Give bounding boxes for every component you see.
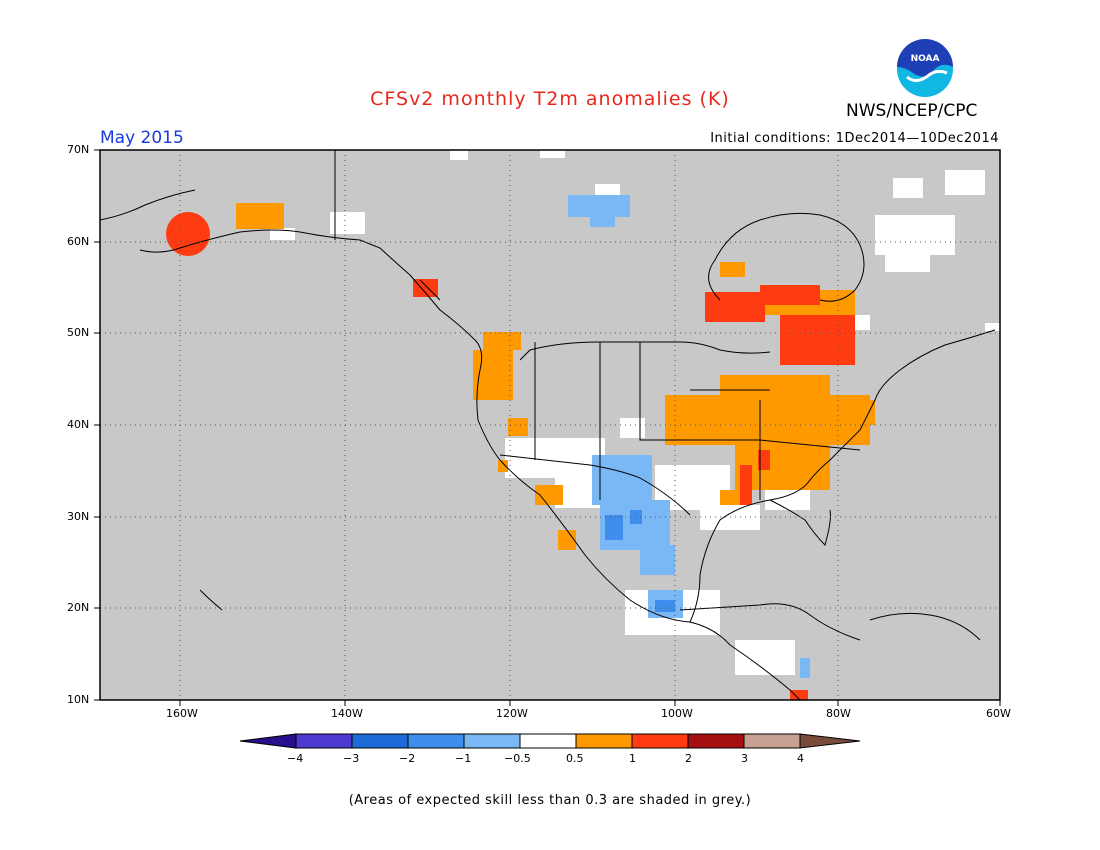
lat-label-30n: 30N (67, 510, 90, 523)
scale-label-2: 2 (685, 752, 692, 765)
coastlines-and-borders (99, 150, 996, 701)
lat-label-20n: 20N (67, 601, 90, 614)
gridlines (100, 150, 1000, 700)
lat-label-40n: 40N (67, 418, 90, 431)
scale-box-4 (463, 733, 521, 749)
lon-label-140w: 140W (331, 707, 363, 720)
scale-label-4: 4 (797, 752, 804, 765)
axis-ticks (94, 149, 1001, 706)
medium-blue-areas (605, 510, 675, 612)
scale-label-0-5: 0.5 (566, 752, 584, 765)
skill-footnote: (Areas of expected skill less than 0.3 a… (348, 793, 752, 808)
light-blue-areas (568, 195, 810, 678)
month-label: May 2015 (100, 128, 184, 148)
scale-label-minus2: −2 (399, 752, 416, 765)
lat-label-60n: 60N (67, 235, 90, 248)
scale-box-3 (407, 733, 465, 749)
lon-label-120w: 120W (496, 707, 528, 720)
scale-box-8 (687, 733, 745, 749)
noaa-logo: NOAA (895, 39, 955, 99)
scale-arrow-left (239, 733, 297, 749)
lon-label-60w: 60W (986, 707, 1011, 720)
lat-label-10n: 10N (67, 693, 90, 706)
lon-label-100w: 100W (661, 707, 693, 720)
scale-box-2 (351, 733, 409, 749)
logo-text: NOAA (911, 54, 940, 64)
scale-label-minus1: −1 (455, 752, 472, 765)
scale-box-9 (743, 733, 801, 749)
scale-label-minus3: −3 (343, 752, 360, 765)
scale-label-3: 3 (741, 752, 748, 765)
scale-box-6 (575, 733, 633, 749)
scale-arrow-right (799, 733, 861, 749)
scale-box-5 (519, 733, 577, 749)
red-orange-areas (166, 212, 855, 700)
scale-label-minus4: −4 (287, 752, 304, 765)
scale-box-1 (295, 733, 353, 749)
scale-label-1: 1 (629, 752, 636, 765)
lat-label-50n: 50N (67, 326, 90, 339)
chart-title: CFSv2 monthly T2m anomalies (K) (370, 88, 730, 110)
lat-label-70n: 70N (67, 143, 90, 156)
lon-label-80w: 80W (826, 707, 851, 720)
org-label: NWS/NCEP/CPC (846, 101, 978, 121)
lon-label-160w: 160W (166, 707, 198, 720)
initial-conditions: Initial conditions: 1Dec2014—10Dec2014 (710, 131, 999, 146)
scale-label-minus0-5: −0.5 (504, 752, 531, 765)
scale-box-7 (631, 733, 689, 749)
